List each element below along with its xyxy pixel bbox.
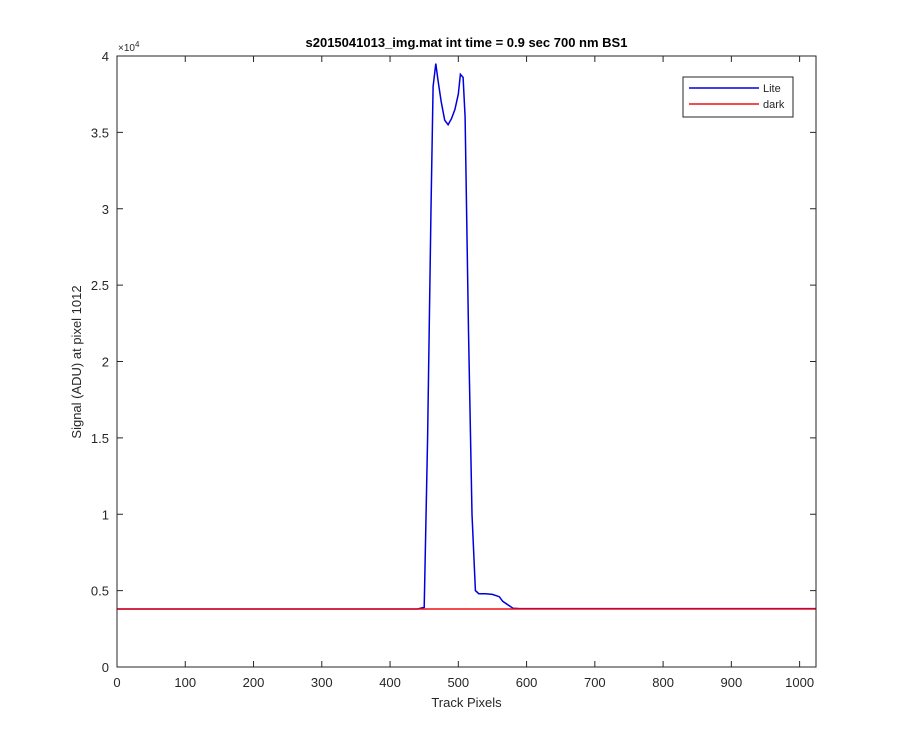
y-tick-label: 2.5 <box>91 278 109 293</box>
y-tick-label: 4 <box>102 49 109 64</box>
y-axis: 0 0.5 1 1.5 2 2.5 3 3.5 4 <box>91 49 816 675</box>
y-tick-label: 1.5 <box>91 431 109 446</box>
x-tick-label: 1000 <box>785 675 814 690</box>
x-tick-label: 100 <box>174 675 196 690</box>
x-axis: 0 100 200 300 400 500 600 700 800 900 1000 <box>113 56 814 690</box>
x-tick-label: 600 <box>516 675 538 690</box>
legend-box <box>682 76 794 118</box>
plot-lines <box>117 63 816 610</box>
axes-box <box>116 55 817 668</box>
y-tick-label: 0.5 <box>91 584 109 599</box>
y-tick-label: 1 <box>102 507 109 522</box>
x-axis-title: Track Pixels <box>431 695 502 710</box>
x-tick-label: 300 <box>311 675 333 690</box>
x-tick-label: 700 <box>584 675 606 690</box>
y-exponent-base: ×10 <box>118 43 135 54</box>
y-tick-label: 3 <box>102 202 109 217</box>
chart-title: s2015041013_img.mat int time = 0.9 sec 7… <box>306 35 628 50</box>
y-axis-exponent: ×104 <box>118 40 140 54</box>
legend: Lite dark <box>682 76 794 118</box>
x-tick-label: 900 <box>721 675 743 690</box>
x-tick-label: 200 <box>243 675 265 690</box>
x-tick-label: 800 <box>652 675 674 690</box>
y-exponent-power: 4 <box>135 40 140 49</box>
series-line-lite <box>117 63 816 610</box>
y-tick-label: 0 <box>102 660 109 675</box>
y-tick-label: 3.5 <box>91 125 109 140</box>
x-tick-label: 400 <box>379 675 401 690</box>
y-axis-title: Signal (ADU) at pixel 1012 <box>69 285 84 438</box>
legend-label: dark <box>763 99 785 111</box>
x-tick-label: 0 <box>113 675 120 690</box>
legend-label: Lite <box>763 83 781 95</box>
x-tick-label: 500 <box>447 675 469 690</box>
y-tick-label: 2 <box>102 355 109 370</box>
